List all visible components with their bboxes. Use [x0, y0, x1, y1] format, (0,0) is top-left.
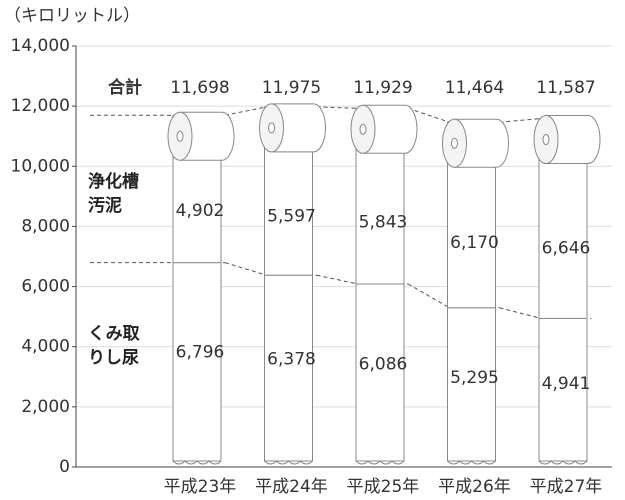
value-label: 4,941	[542, 374, 591, 394]
dash-connector	[408, 284, 450, 308]
y-tick-label: 14,000	[11, 36, 70, 56]
series-label: 浄化槽汚泥	[88, 170, 139, 218]
y-tick-label: 12,000	[11, 96, 70, 116]
y-tick-label: 8,000	[21, 216, 70, 236]
x-tick-label: 平成26年	[438, 477, 511, 497]
roll-core	[177, 131, 183, 141]
value-label: 5,295	[450, 368, 499, 388]
dash-connector	[225, 107, 267, 115]
y-tick-label: 4,000	[21, 337, 70, 357]
y-tick-label: 0	[59, 457, 70, 477]
value-label: 6,646	[542, 238, 591, 258]
roll-core	[360, 124, 366, 134]
dash-connector	[225, 263, 267, 276]
dash-connector	[317, 275, 359, 284]
x-tick-label: 平成27年	[530, 477, 603, 497]
totals-label: 合計	[108, 77, 142, 98]
value-label: 6,796	[176, 343, 225, 363]
y-tick-label: 6,000	[21, 277, 70, 297]
total-label: 11,975	[262, 78, 321, 98]
total-label: 11,587	[536, 78, 595, 98]
value-label: 6,086	[359, 355, 408, 375]
value-label: 6,170	[450, 233, 499, 253]
total-label: 11,929	[353, 78, 412, 98]
page: （キロリットル） 合計 0 2,000 4,000 6,000 8,000 10,000 1…	[0, 0, 625, 500]
x-tick-label: 平成25年	[347, 477, 420, 497]
y-tick-label: 10,000	[11, 156, 70, 176]
roll-core	[269, 123, 275, 133]
roll-core	[452, 138, 458, 148]
roll-core	[543, 135, 549, 145]
total-label: 11,464	[445, 78, 504, 98]
y-tick-label: 2,000	[21, 397, 70, 417]
dash-connector	[500, 308, 542, 319]
chart: （キロリットル） 合計 0 2,000 4,000 6,000 8,000 10,000 1…	[0, 0, 625, 500]
value-label: 5,597	[267, 206, 316, 226]
series-label: くみ取りし尿	[88, 322, 156, 370]
unit-label: （キロリットル）	[4, 6, 140, 26]
value-label: 6,378	[267, 350, 316, 370]
x-tick-label: 平成23年	[164, 477, 237, 497]
dash-connector	[500, 119, 542, 123]
dash-connector	[317, 107, 359, 108]
value-label: 5,843	[359, 212, 408, 232]
total-label: 11,698	[170, 78, 229, 98]
value-label: 4,902	[176, 201, 225, 221]
x-tick-label: 平成24年	[255, 477, 328, 497]
